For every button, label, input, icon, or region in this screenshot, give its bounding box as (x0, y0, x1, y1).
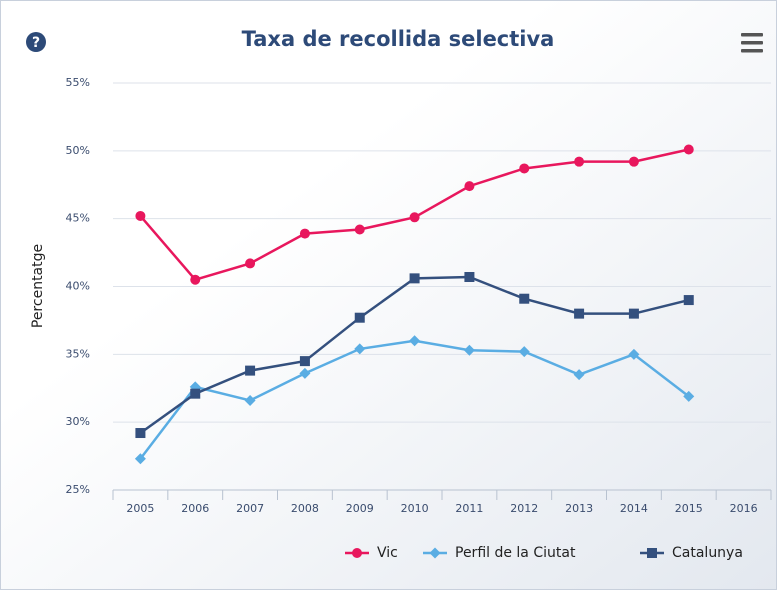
legend-label: Catalunya (672, 545, 743, 561)
point (245, 258, 256, 269)
point (409, 335, 421, 347)
y-tick-label: 30% (66, 415, 90, 428)
point (628, 156, 639, 167)
legend-marker (352, 548, 362, 558)
x-tick-label: 2005 (126, 502, 154, 515)
point (190, 274, 201, 285)
x-tick-label: 2016 (730, 502, 758, 515)
legend-label: Perfil de la Ciutat (455, 545, 576, 561)
point (190, 388, 201, 399)
point (683, 295, 694, 306)
point (409, 273, 420, 284)
legend-item[interactable]: Vic (345, 545, 398, 561)
point (464, 181, 475, 192)
x-tick-label: 2007 (236, 502, 264, 515)
legend-item[interactable]: Catalunya (640, 545, 743, 561)
point (574, 308, 585, 319)
point (244, 394, 256, 406)
series (135, 144, 694, 285)
point (354, 343, 366, 355)
point (573, 369, 585, 381)
point (135, 210, 146, 221)
point (519, 163, 530, 174)
x-tick-label: 2013 (565, 502, 593, 515)
point (299, 367, 311, 379)
x-tick-label: 2008 (291, 502, 319, 515)
y-tick-label: 35% (66, 347, 90, 360)
legend-item[interactable]: Perfil de la Ciutat (423, 545, 576, 561)
x-tick-label: 2012 (510, 502, 538, 515)
y-tick-label: 40% (66, 280, 90, 293)
legend-marker (429, 547, 441, 559)
x-tick-label: 2010 (401, 502, 429, 515)
point (519, 293, 530, 304)
x-tick-label: 2006 (181, 502, 209, 515)
point (518, 346, 530, 358)
chart-title: Taxa de recollida selectiva (242, 27, 555, 51)
y-tick-label: 45% (66, 212, 90, 225)
point (464, 272, 475, 283)
x-tick-label: 2015 (675, 502, 703, 515)
point (574, 156, 585, 167)
point (135, 428, 146, 439)
legend-label: Vic (377, 545, 398, 561)
y-tick-label: 25% (66, 483, 90, 496)
point (245, 365, 256, 376)
point (354, 312, 365, 323)
legend-marker (647, 548, 657, 558)
point (683, 144, 694, 155)
point (134, 453, 146, 465)
point (628, 348, 640, 360)
x-tick-label: 2011 (455, 502, 483, 515)
point (299, 228, 310, 239)
point (299, 356, 310, 367)
point (628, 308, 639, 319)
y-tick-label: 55% (66, 76, 90, 89)
point (463, 344, 475, 356)
help-icon[interactable]: ? (26, 32, 46, 52)
x-tick-label: 2009 (346, 502, 374, 515)
point (354, 224, 365, 235)
y-tick-label: 50% (66, 144, 90, 157)
series (135, 272, 694, 439)
x-tick-label: 2014 (620, 502, 648, 515)
point (409, 212, 420, 223)
menu-icon[interactable] (741, 33, 763, 53)
svg-text:?: ? (32, 35, 40, 51)
y-axis-label: Percentatge (30, 244, 46, 328)
point (683, 390, 695, 402)
